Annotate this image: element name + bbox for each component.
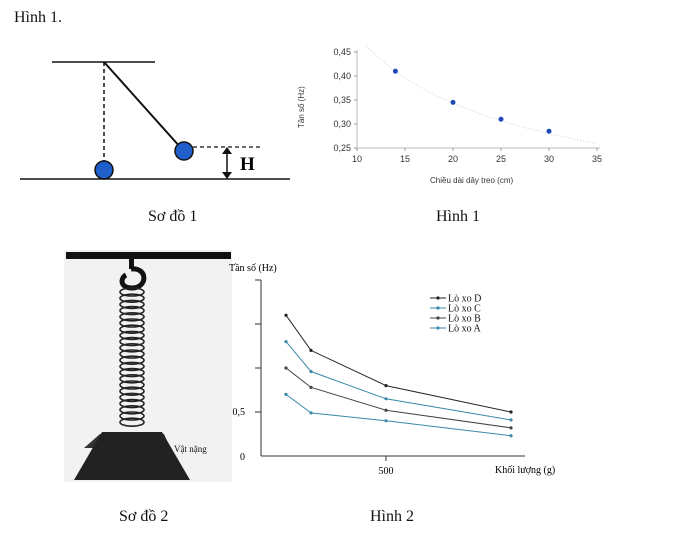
chart2-data-point	[284, 313, 288, 317]
chart2-series-line	[285, 367, 512, 429]
chart2-data-point	[509, 418, 513, 422]
spring-coil	[119, 293, 145, 304]
chart1-y-axis-label: Tần số (Hz)	[297, 86, 306, 128]
chart1-data-point	[392, 68, 398, 74]
caption-diagram-1: Sơ đồ 1	[148, 208, 198, 225]
hook-stem	[129, 259, 134, 269]
chart2-data-point	[384, 384, 388, 388]
spring-coil	[119, 374, 145, 384]
caption-figure-1: Hình 1	[436, 208, 480, 225]
chart2-data-point	[284, 366, 288, 370]
spring-coil	[119, 386, 145, 396]
page-header: Hình 1.	[14, 9, 62, 26]
spring-coil	[119, 287, 145, 297]
spring-coil	[119, 336, 145, 347]
chart2-legend: Lò xo DLò xo CLò xo BLò xo A	[430, 294, 482, 335]
chart2-data-point	[309, 385, 313, 389]
chart2-data-point	[284, 340, 288, 344]
chart2-legend-label: Lò xo A	[448, 324, 482, 335]
chart1-y-tick-label: 0,25	[333, 143, 351, 153]
chart2-data-point	[509, 410, 513, 414]
chart2-data-point	[384, 397, 388, 401]
chart-frequency-vs-mass: 0,5 0 500 Tần số (Hz) Khối lượng (g) Lò …	[229, 263, 555, 477]
chart2-legend-label: Lò xo C	[448, 304, 481, 315]
chart2-data-point	[309, 348, 313, 352]
chart2-y-tick-label-05: 0,5	[233, 407, 246, 418]
spring-coils	[119, 287, 145, 427]
chart1-trend-curve	[366, 45, 598, 144]
spring-coil	[119, 349, 145, 359]
chart2-data-point	[284, 392, 288, 396]
caption-figure-2: Hình 2	[370, 508, 414, 525]
chart2-data-point	[309, 411, 313, 415]
height-label: H	[240, 154, 255, 175]
spring-coil	[119, 417, 145, 427]
chart2-data-point	[384, 408, 388, 412]
chart2-legend-marker	[436, 306, 440, 310]
height-arrow-down-icon	[222, 172, 232, 179]
chart1-x-tick-label: 25	[496, 154, 506, 164]
chart2-legend-marker	[436, 296, 440, 300]
chart2-x-tick-label-500: 500	[379, 466, 394, 477]
chart1-x-tick-label: 30	[544, 154, 554, 164]
spring-coil	[119, 411, 145, 421]
chart2-y-axis-label: Tần số (Hz)	[229, 263, 277, 274]
chart2-series-line	[285, 341, 512, 421]
chart1-x-tick-label: 15	[400, 154, 410, 164]
chart2-series-line	[285, 314, 512, 413]
chart2-legend-marker	[436, 326, 440, 330]
bob-rest-position	[94, 160, 114, 180]
bob-raised-position	[174, 141, 194, 161]
chart2-x-axis-label: Khối lượng (g)	[495, 465, 555, 476]
spring-coil	[119, 343, 145, 353]
chart1-data-point	[546, 128, 552, 134]
chart2-legend-marker	[436, 316, 440, 320]
spring-coil	[119, 367, 145, 378]
height-arrow-up-icon	[222, 147, 232, 154]
chart1-y-tick-label: 0,30	[333, 119, 351, 129]
spring-coil	[119, 305, 145, 316]
spring-coil	[119, 318, 145, 328]
spring-coil	[119, 361, 145, 372]
weight-block	[74, 432, 190, 480]
chart1-data-point	[498, 116, 504, 122]
spring-coil	[119, 299, 145, 310]
chart1-x-axis-label: Chiều dài dây treo (cm)	[430, 176, 513, 185]
chart2-y-tick-label-0: 0	[240, 452, 245, 463]
caption-diagram-2: Sơ đồ 2	[119, 508, 169, 525]
spring-coil	[119, 330, 145, 341]
spring-coil	[119, 380, 145, 390]
spring-coil	[119, 392, 145, 403]
spring-coil	[119, 355, 145, 365]
chart2-legend-label: Lò xo B	[448, 314, 481, 325]
chart2-data-point	[509, 426, 513, 430]
spring-coil	[119, 324, 145, 334]
chart2-data-point	[309, 369, 313, 374]
spring-ceiling-bar	[66, 252, 231, 259]
weight-label: Vật nặng	[174, 444, 207, 454]
spring-coil	[119, 405, 145, 415]
chart2-legend-label: Lò xo D	[448, 294, 481, 305]
chart1-data-point	[450, 99, 456, 105]
chart1-x-tick-label: 20	[448, 154, 458, 164]
chart1-x-tick-label: 35	[592, 154, 602, 164]
pendulum-diagram: H	[20, 61, 290, 180]
spring-coil	[119, 312, 145, 322]
chart1-x-tick-label: 10	[352, 154, 362, 164]
spring-coil	[119, 398, 145, 409]
spring-diagram: Vật nặng	[64, 250, 232, 482]
chart-frequency-vs-length: 0,25 0,30 0,35 0,40 0,45 10 15 20 25 30 35 Chiều …	[297, 45, 602, 185]
chart1-y-tick-label: 0,40	[333, 71, 351, 81]
pendulum-string	[103, 61, 182, 149]
chart1-y-tick-label: 0,35	[333, 95, 351, 105]
chart2-data-point	[384, 419, 388, 423]
chart2-data-point	[509, 434, 513, 438]
chart1-y-tick-label: 0,45	[333, 47, 351, 57]
chart2-series-line	[285, 393, 512, 437]
